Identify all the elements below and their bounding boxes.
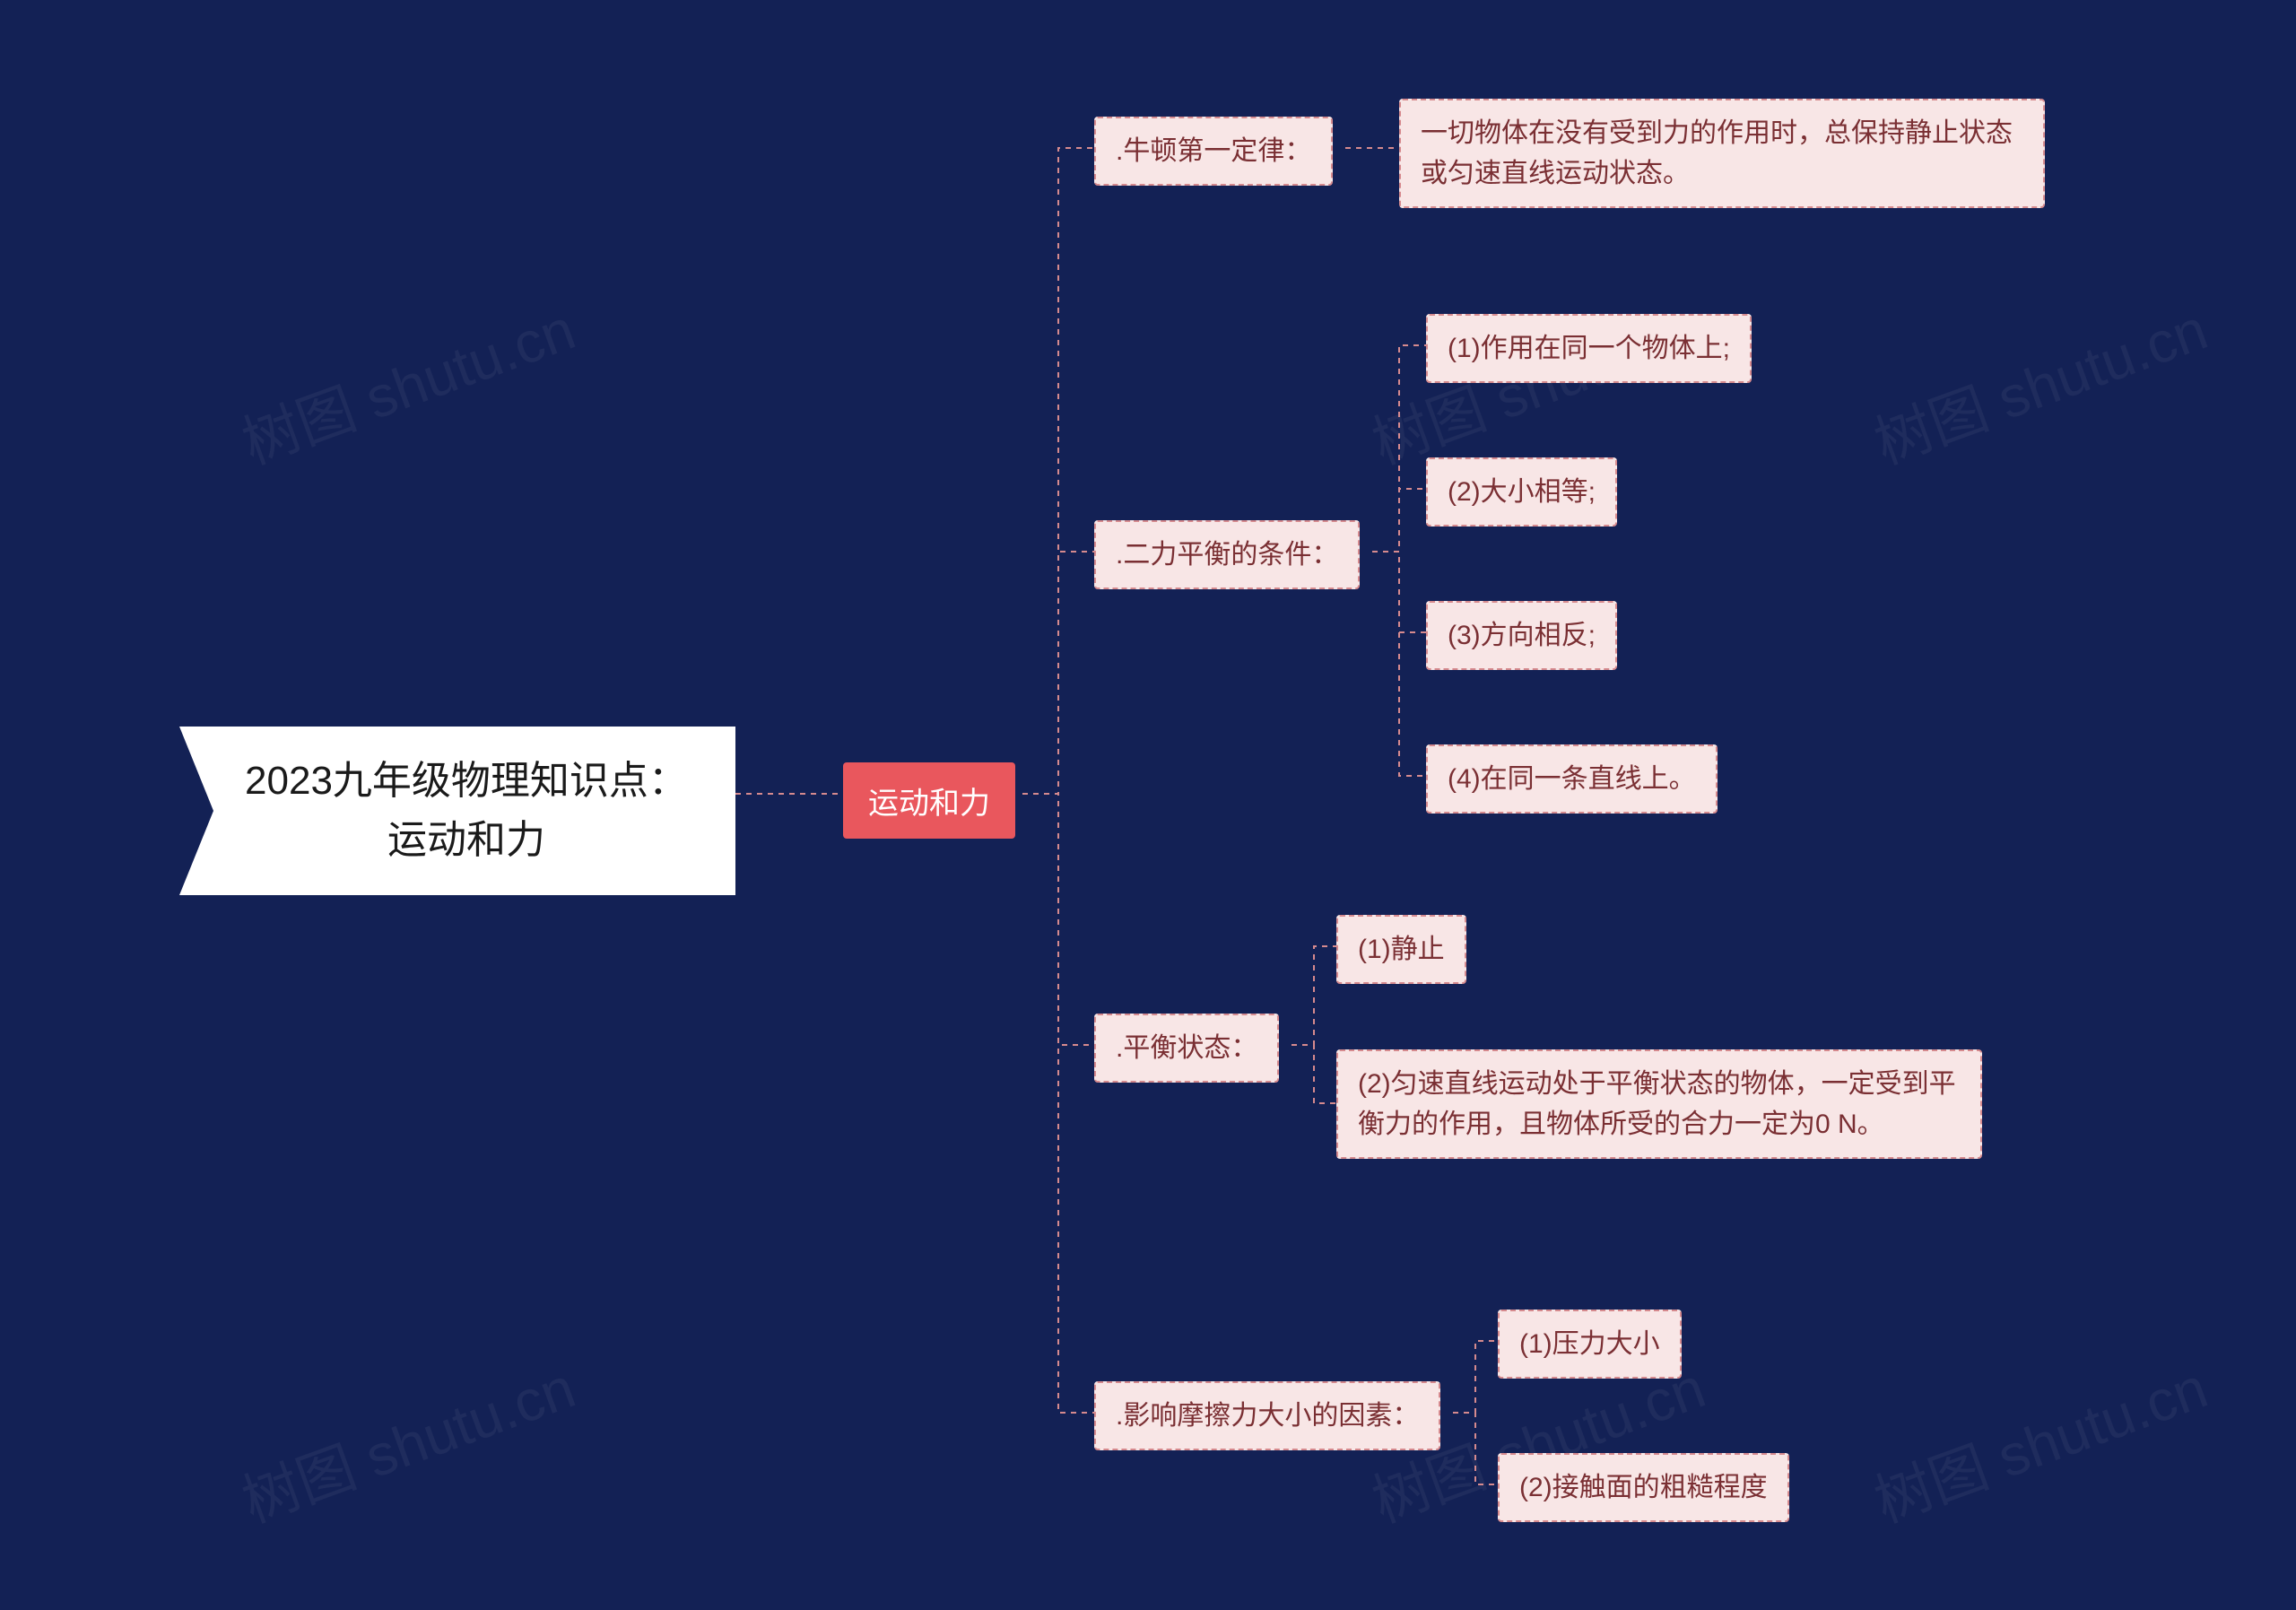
branch-balance-state: .平衡状态： bbox=[1094, 1014, 1279, 1083]
root-node: 2023九年级物理知识点： 运动和力 bbox=[179, 727, 735, 895]
root-line1: 2023九年级物理知识点： bbox=[245, 759, 688, 803]
branch-two-force-balance: .二力平衡的条件： bbox=[1094, 520, 1360, 589]
leaf-cond-1: (1)作用在同一个物体上; bbox=[1426, 314, 1752, 383]
leaf-friction-2: (2)接触面的粗糙程度 bbox=[1498, 1453, 1789, 1522]
leaf-cond-2: (2)大小相等; bbox=[1426, 457, 1617, 527]
branch-friction-factors: .影响摩擦力大小的因素： bbox=[1094, 1381, 1440, 1450]
leaf-cond-3: (3)方向相反; bbox=[1426, 601, 1617, 670]
leaf-newton-desc: 一切物体在没有受到力的作用时，总保持静止状态或匀速直线运动状态。 bbox=[1399, 99, 2045, 208]
watermark: 树图 shutu.cn bbox=[1862, 283, 2217, 480]
level1-node: 运动和力 bbox=[843, 762, 1015, 839]
watermark: 树图 shutu.cn bbox=[230, 1342, 585, 1538]
leaf-balance-1: (1)静止 bbox=[1336, 915, 1466, 984]
watermark: 树图 shutu.cn bbox=[1862, 1342, 2217, 1538]
leaf-balance-2: (2)匀速直线运动处于平衡状态的物体，一定受到平衡力的作用，且物体所受的合力一定… bbox=[1336, 1049, 1982, 1159]
leaf-cond-4: (4)在同一条直线上。 bbox=[1426, 744, 1718, 814]
leaf-friction-1: (1)压力大小 bbox=[1498, 1310, 1682, 1379]
root-line2: 运动和力 bbox=[387, 818, 545, 862]
branch-newton-first-law: .牛顿第一定律： bbox=[1094, 117, 1333, 186]
watermark: 树图 shutu.cn bbox=[230, 283, 585, 480]
